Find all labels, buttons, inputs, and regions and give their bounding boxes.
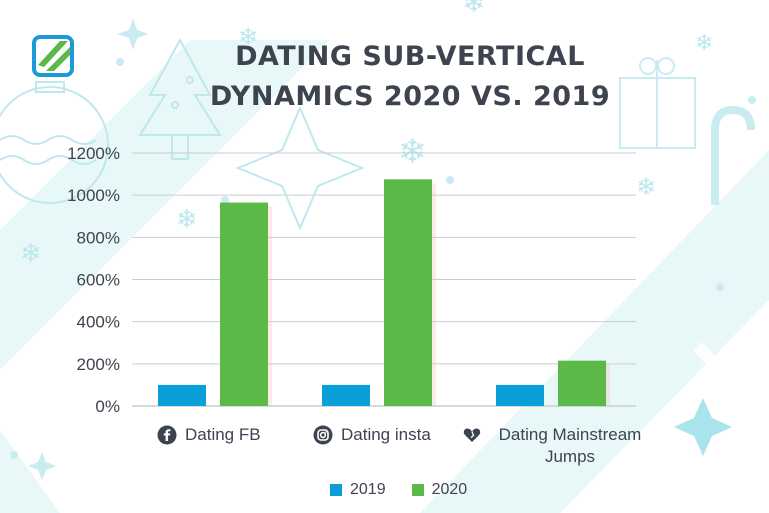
svg-text:❄: ❄ [636,173,656,201]
bar-2019-3 [496,384,544,406]
y-tick-label: 0% [95,397,120,416]
chart-title-line-2: DYNAMICS 2020 VS. 2019 [209,81,611,112]
svg-text:❄: ❄ [398,132,427,172]
category-label-dating-mainstream-jumps: Dating Mainstream Jumps [462,424,650,468]
y-tick-label: 200% [77,355,120,374]
candy-cane-icon [711,105,755,205]
bar-2019-2 [322,384,370,406]
y-tick-label: 800% [77,228,120,247]
sparkle-icons [28,18,732,480]
facebook-icon [157,425,177,445]
chart-title: DATING SUB-VERTICAL DYNAMICS 2020 VS. 20… [190,37,630,117]
bar-2019-1 [158,384,206,406]
legend-item-2019: 2019 [330,481,386,499]
brand-logo [32,35,74,77]
instagram-icon [313,425,333,445]
heart-icon [462,425,482,445]
bar-2020-1 [220,202,268,406]
svg-text:❄: ❄ [462,0,485,19]
category-label-text: Dating FB [185,425,261,444]
svg-text:❄: ❄ [176,205,198,235]
chart-legend: 2019 2020 [330,481,493,499]
bar-2020-3 [558,360,606,406]
category-label-text: Dating Mainstream Jumps [498,425,642,466]
gift-icon [619,57,696,149]
cross-icon [693,342,737,386]
category-label-dating-insta: Dating insta [313,424,431,446]
legend-label-2019: 2019 [350,481,386,498]
y-tick-label: 1000% [67,186,120,205]
svg-text:❄: ❄ [20,239,42,269]
category-label-dating-fb: Dating FB [157,424,261,446]
y-tick-label: 600% [77,271,120,290]
snowflake-icons: ❄ ❄ ❄ ❄ ❄ ❄ ❄ [20,0,713,269]
y-tick-label: 1200% [67,144,120,163]
svg-text:❄: ❄ [695,31,713,56]
y-tick-label: 400% [77,313,120,332]
chart-title-line-1: DATING SUB-VERTICAL [235,41,585,72]
legend-swatch-2019 [330,484,342,496]
category-label-text: Dating insta [341,425,431,444]
legend-label-2020: 2020 [431,481,468,498]
svg-text:❄: ❄ [238,23,258,51]
ornament-icon [0,81,109,204]
bar-2020-2 [384,179,432,406]
legend-swatch-2020 [411,484,424,496]
legend-item-2020: 2020 [411,481,468,499]
star-icon [235,105,365,231]
tree-icon [138,37,222,160]
